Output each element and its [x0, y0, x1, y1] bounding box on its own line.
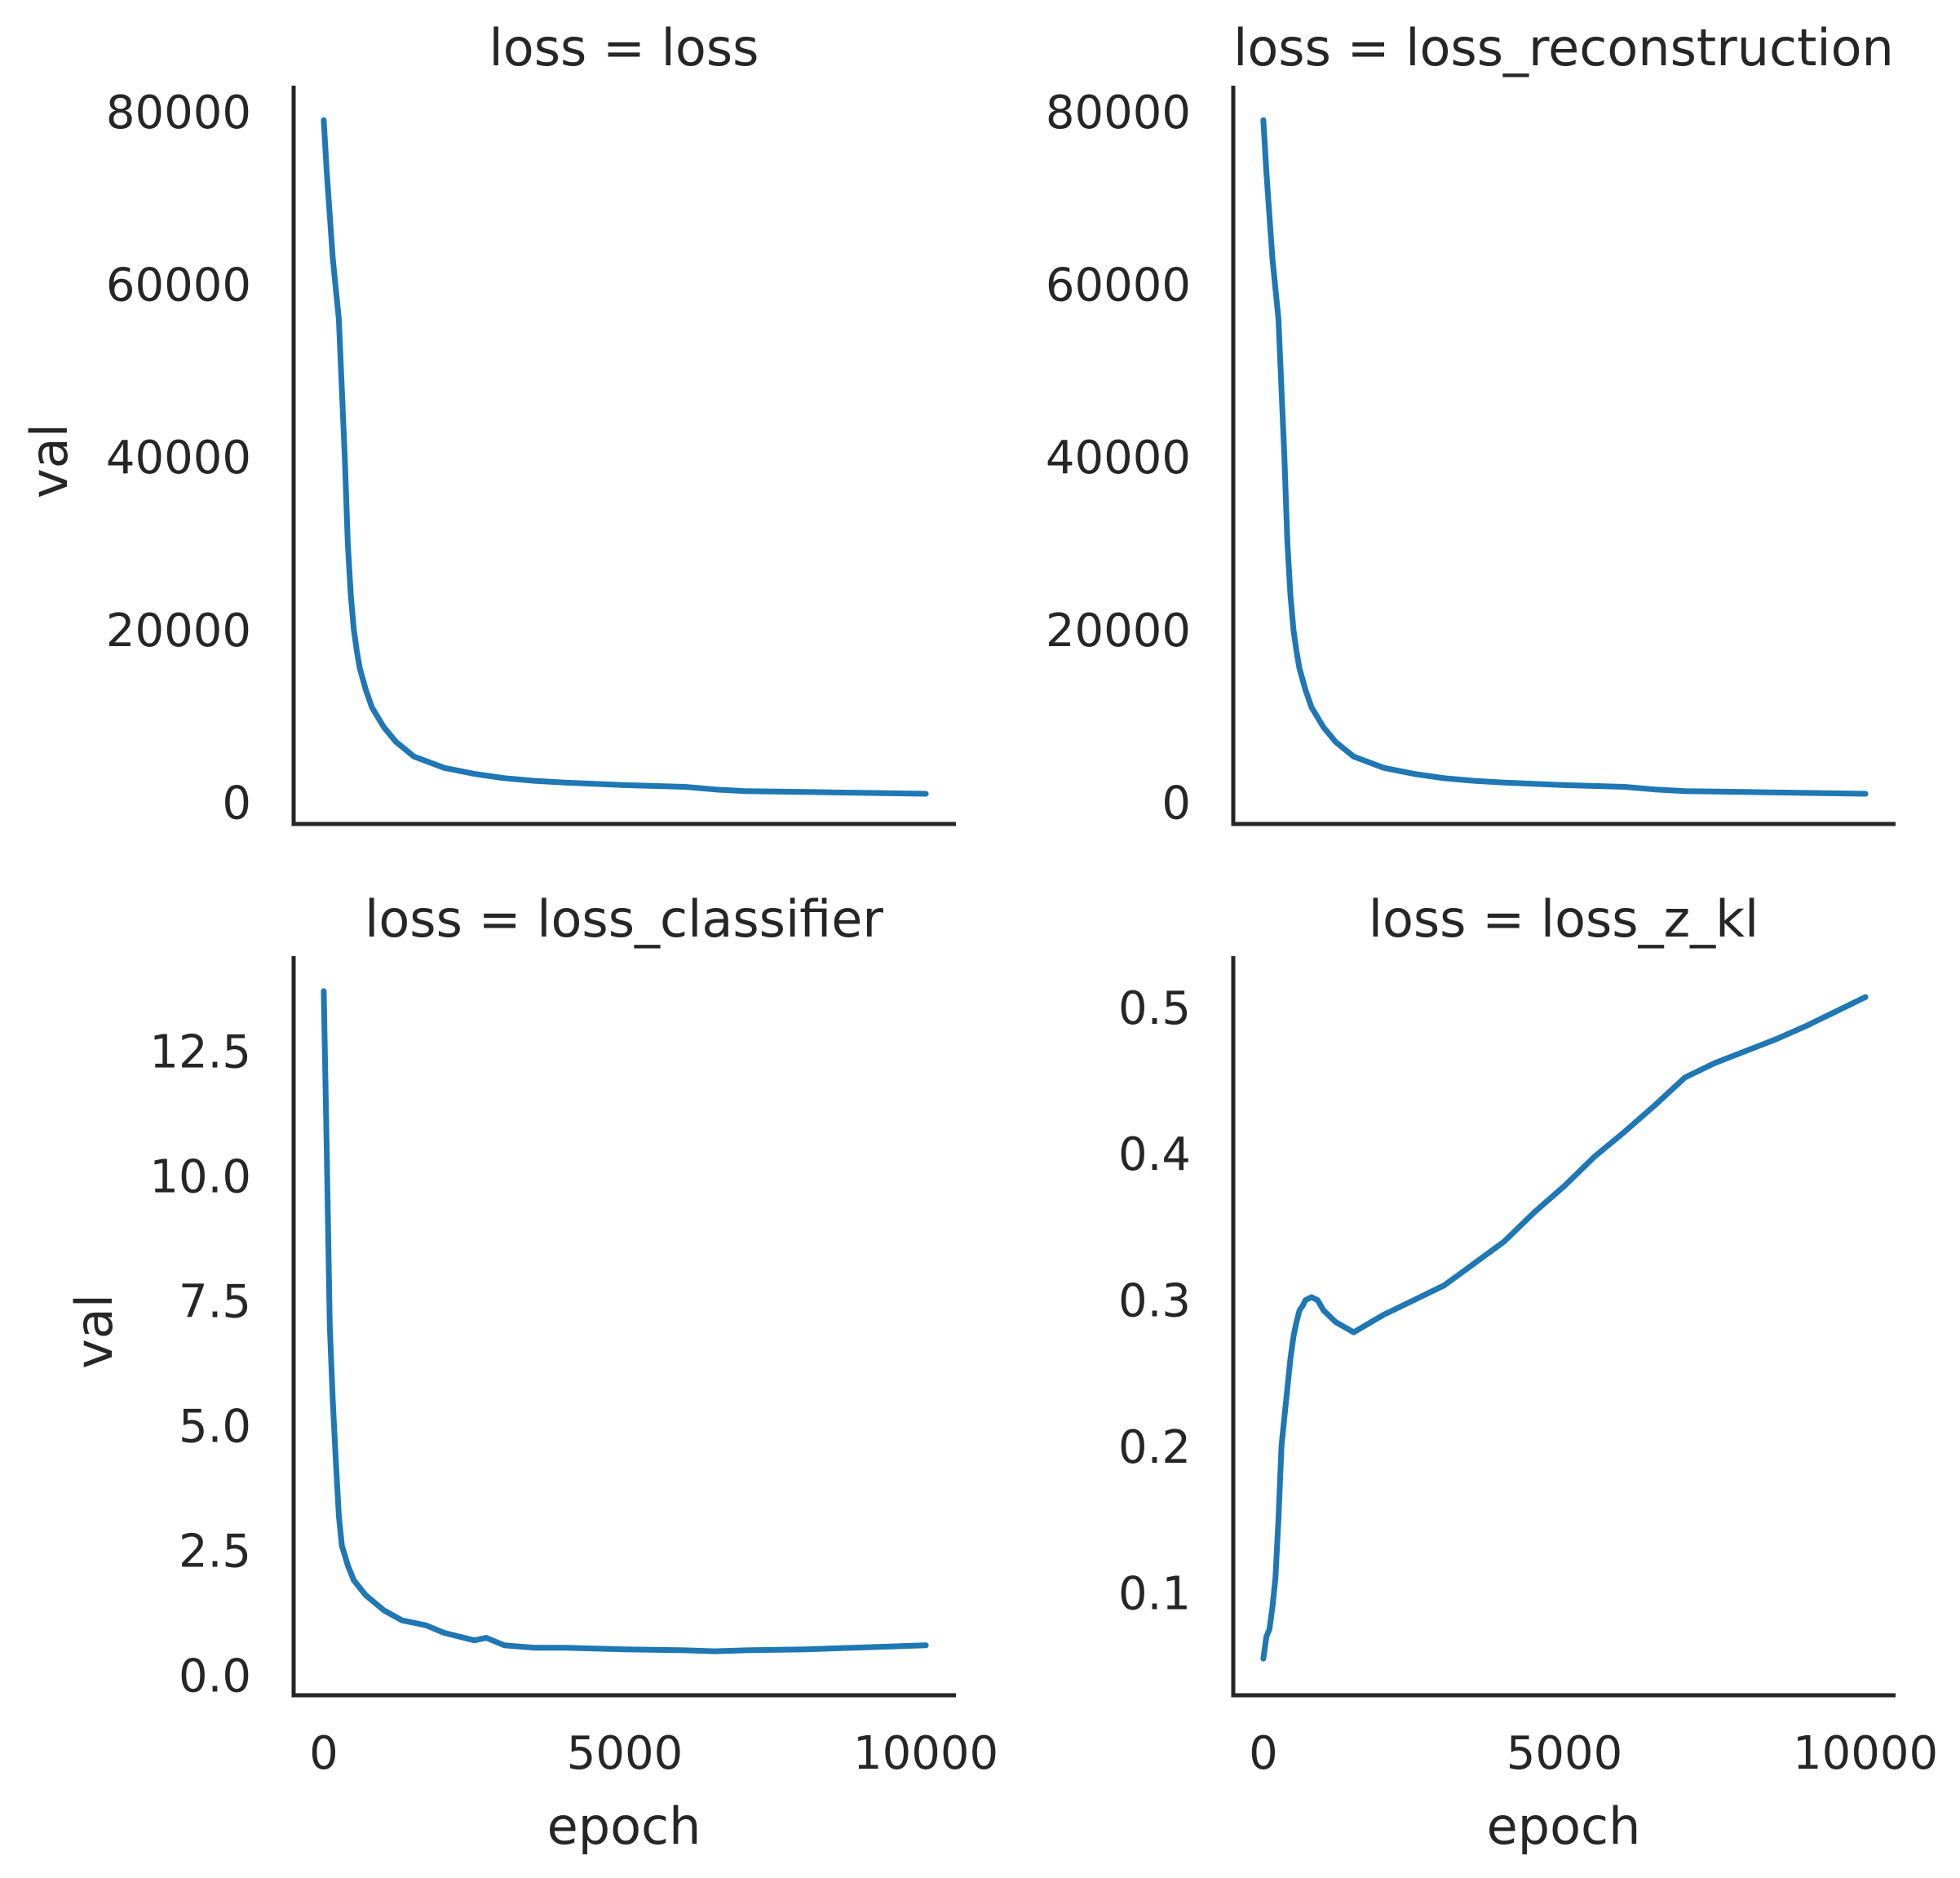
panel-loss-z-kl: loss = loss_z_kl epoch 0.1 0.2 0.3 0.4 0.5 0 5… [1118, 889, 1938, 1856]
x-tick-label: 0 [309, 1727, 338, 1780]
x-tick-label: 0 [1249, 1727, 1278, 1780]
x-tick-label: 10000 [853, 1727, 998, 1780]
y-tick-label: 7.5 [179, 1275, 251, 1328]
tick-labels: 0 20000 40000 60000 80000 [1046, 86, 1191, 830]
panel-loss-classifier: loss = loss_classifier val epoch 0.0 2.5 5… [64, 889, 998, 1856]
x-axis-label: epoch [547, 1796, 701, 1856]
y-axis-label: val [64, 1294, 124, 1369]
y-tick-label: 0.5 [1118, 982, 1191, 1035]
x-tick-label: 5000 [1507, 1727, 1623, 1780]
y-tick-label: 40000 [106, 432, 251, 485]
panel-title: loss = loss [489, 18, 759, 78]
y-tick-label: 20000 [106, 605, 251, 658]
x-axis-label: epoch [1487, 1796, 1641, 1856]
y-tick-label: 40000 [1046, 432, 1191, 485]
y-tick-label: 12.5 [149, 1025, 251, 1079]
x-tick-label: 10000 [1793, 1727, 1938, 1780]
panel-title: loss = loss_classifier [365, 889, 883, 949]
series-line [321, 117, 929, 797]
tick-labels: 0.0 2.5 5.0 7.5 10.0 12.5 0 5000 10000 [149, 1025, 998, 1780]
y-tick-label: 80000 [1046, 86, 1191, 140]
panel-title: loss = loss_z_kl [1369, 889, 1759, 949]
y-tick-label: 2.5 [179, 1525, 251, 1578]
y-tick-label: 0.1 [1118, 1567, 1191, 1620]
tick-labels: 0.1 0.2 0.3 0.4 0.5 0 5000 10000 [1118, 982, 1938, 1780]
panel-loss-reconstruction: loss = loss_reconstruction 0 20000 40000 60… [1046, 18, 1896, 830]
y-tick-label: 80000 [106, 86, 251, 140]
axis-spines [1231, 956, 1896, 1698]
tick-labels: 0 20000 40000 60000 80000 [106, 86, 251, 830]
axis-spines [291, 956, 956, 1698]
y-tick-label: 10.0 [149, 1150, 251, 1203]
y-tick-label: 5.0 [179, 1400, 251, 1453]
series-line [321, 988, 929, 1654]
y-tick-label: 0.4 [1118, 1128, 1191, 1181]
y-tick-label: 0.2 [1118, 1421, 1191, 1474]
y-tick-label: 0 [1161, 777, 1191, 830]
y-tick-label: 0.3 [1118, 1275, 1191, 1328]
axis-spines [291, 86, 956, 826]
y-axis-label: val [20, 423, 79, 498]
y-tick-label: 20000 [1046, 605, 1191, 658]
series-line [1260, 994, 1869, 1662]
panel-loss: loss = loss val 0 20000 40000 60000 80000 [20, 18, 956, 830]
series-line [1260, 117, 1869, 797]
panel-title: loss = loss_reconstruction [1233, 18, 1894, 78]
y-tick-label: 0 [222, 777, 251, 830]
y-tick-label: 60000 [1046, 259, 1191, 312]
x-tick-label: 5000 [567, 1727, 684, 1780]
axis-spines [1231, 86, 1896, 826]
y-tick-label: 0.0 [179, 1650, 251, 1703]
y-tick-label: 60000 [106, 259, 251, 312]
